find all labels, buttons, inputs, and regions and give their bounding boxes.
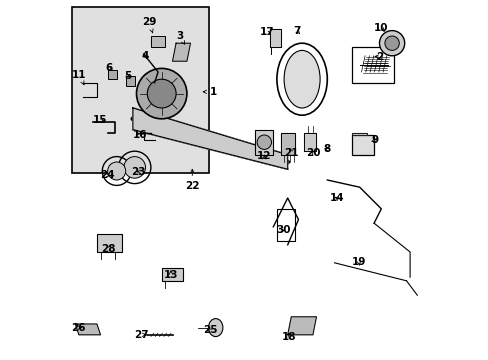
Text: 21: 21 [284, 148, 298, 158]
Text: 3: 3 [176, 31, 184, 44]
Text: 14: 14 [329, 193, 343, 203]
Polygon shape [133, 108, 287, 169]
Bar [125, 76, 134, 86]
Text: 2: 2 [374, 51, 382, 62]
Bar [352, 47, 393, 83]
Circle shape [123, 157, 145, 178]
Polygon shape [280, 133, 294, 155]
Text: 7: 7 [293, 26, 301, 36]
Text: 26: 26 [71, 323, 85, 333]
Text: 10: 10 [373, 23, 388, 33]
Text: 9: 9 [370, 135, 378, 145]
Text: 24: 24 [100, 170, 114, 180]
Text: 8: 8 [323, 144, 330, 154]
Ellipse shape [208, 319, 223, 337]
Circle shape [379, 31, 404, 56]
Text: 25: 25 [203, 325, 217, 336]
Ellipse shape [284, 50, 320, 108]
Text: 20: 20 [306, 148, 320, 158]
Polygon shape [172, 43, 190, 61]
Text: 1: 1 [203, 87, 217, 97]
Polygon shape [352, 133, 366, 135]
Text: 18: 18 [282, 332, 296, 342]
Circle shape [107, 162, 125, 180]
Bar [97, 234, 122, 252]
Text: 22: 22 [184, 169, 199, 191]
Text: 28: 28 [101, 244, 116, 254]
Text: 13: 13 [163, 270, 178, 280]
Polygon shape [303, 133, 316, 151]
Polygon shape [269, 29, 280, 47]
Text: 15: 15 [92, 115, 107, 125]
Text: 23: 23 [131, 167, 145, 177]
Text: 5: 5 [123, 71, 131, 81]
Text: 19: 19 [351, 257, 366, 267]
Text: 12: 12 [257, 150, 271, 161]
Bar [151, 36, 165, 47]
Bar [162, 268, 183, 281]
Text: 30: 30 [276, 225, 290, 235]
Polygon shape [75, 324, 101, 335]
Polygon shape [287, 317, 316, 335]
Bar [72, 7, 208, 173]
Bar [255, 130, 273, 155]
Text: 6: 6 [106, 63, 113, 73]
Text: 4: 4 [142, 51, 149, 61]
Circle shape [384, 36, 399, 50]
Circle shape [136, 68, 186, 119]
Bar [352, 135, 373, 155]
Text: 17: 17 [259, 27, 274, 37]
Text: 29: 29 [142, 17, 156, 33]
Text: 11: 11 [72, 69, 86, 85]
Text: 27: 27 [134, 330, 149, 340]
Circle shape [147, 79, 176, 108]
Circle shape [257, 135, 271, 149]
Bar [107, 70, 117, 79]
Bar [276, 209, 294, 241]
Text: 16: 16 [133, 130, 147, 140]
